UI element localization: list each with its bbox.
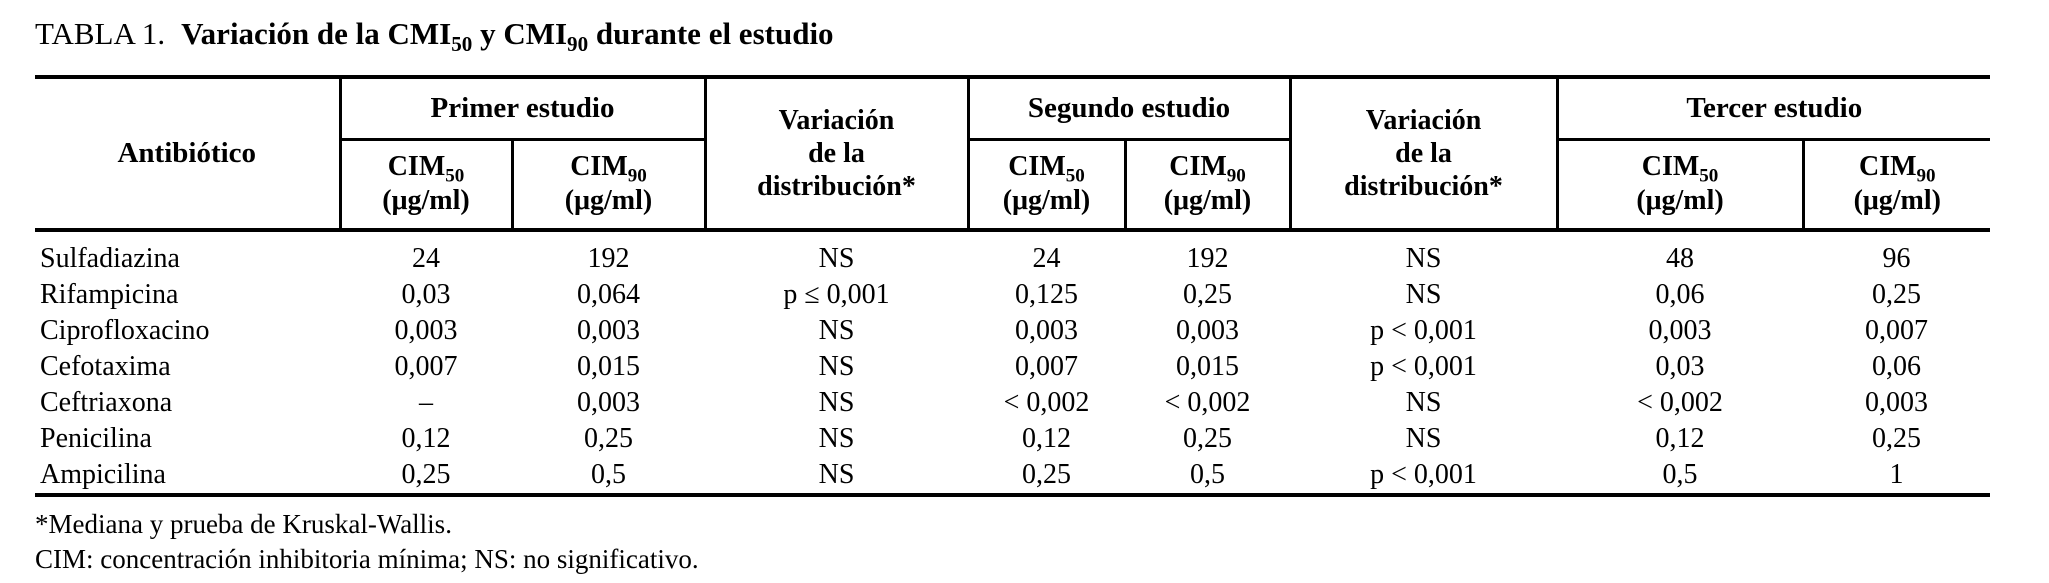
antibiotic-name: Cefotaxima [40,351,171,382]
table-row: Cefotaxima 0,007 0,015 NS 0,007 0,015 p … [35,349,1990,385]
table-row: Rifampicina 0,03 0,064 p ≤ 0,001 0,125 0… [35,277,1990,313]
cell-tercer-cim50: 0,003 [1648,315,1712,346]
cell-tercer-cim50: 48 [1666,243,1695,274]
cell-segundo-cim90: 0,5 [1190,459,1225,490]
cell-primer-cim50: 0,003 [394,315,458,346]
group-header-primer-estudio: Primer estudio [340,77,705,141]
col-header-segundo-cim90: CIM90 (μg/ml) [1125,139,1291,232]
table-title: TABLA 1. Variación de la CMI50 y CMI90 du… [35,16,834,57]
cell-variacion-2: p < 0,001 [1370,315,1477,346]
table-row: Ampicilina 0,25 0,5 NS 0,25 0,5 p < 0,00… [35,457,1990,495]
antibiotic-name: Ceftriaxona [40,387,173,418]
cell-primer-cim90: 0,064 [577,279,640,310]
cell-primer-cim50: 24 [412,243,440,274]
cell-tercer-cim90: 1 [1889,459,1904,490]
cell-tercer-cim50: 0,12 [1655,423,1705,454]
cell-variacion-2: p < 0,001 [1370,459,1477,490]
variacion-label: Variación de la distribución* [757,105,916,202]
antibiotic-name: Ciprofloxacino [40,315,210,346]
cell-segundo-cim50: 0,007 [1015,351,1078,382]
cell-primer-cim50: 0,12 [401,423,451,454]
header-row-subcolumns: CIM50 (μg/ml) CIM90 (μg/ml) CIM50 (μg/ml) C… [35,139,1991,232]
footnote-abbreviations: CIM: concentración inhibitoria mínima; N… [35,544,699,574]
cell-tercer-cim90: 0,25 [1872,279,1922,310]
cell-segundo-cim90: 0,25 [1183,279,1232,310]
cell-tercer-cim90: 0,25 [1872,423,1922,454]
table-caption: Variación de la CMI50 y CMI90 durante el… [181,16,834,57]
table-row: Ceftriaxona – 0,003 NS < 0,002 < 0,002 N… [35,385,1990,421]
cell-variacion-2: NS [1405,243,1442,274]
cell-variacion-1: NS [818,423,855,454]
col-header-primer-cim50: CIM50 (μg/ml) [340,139,514,232]
cell-segundo-cim90: 192 [1186,243,1229,274]
cell-primer-cim90: 0,003 [577,315,640,346]
cell-tercer-cim50: 0,03 [1655,351,1705,382]
group-header-segundo-estudio: Segundo estudio [968,77,1291,141]
cell-tercer-cim50: < 0,002 [1637,387,1723,418]
col-header-segundo-cim50: CIM50 (μg/ml) [968,139,1127,232]
col-header-primer-cim90: CIM90 (μg/ml) [512,139,705,232]
cell-primer-cim90: 0,003 [577,387,640,418]
cell-segundo-cim50: < 0,002 [1003,387,1090,418]
cell-variacion-1: NS [818,387,855,418]
cell-segundo-cim90: 0,015 [1176,351,1239,382]
cell-segundo-cim90: 0,003 [1176,315,1239,346]
cell-primer-cim90: 0,25 [584,423,633,454]
cell-tercer-cim90: 0,003 [1865,387,1929,418]
header-row-groups: Antibiótico Primer estudio Variación de … [35,77,1991,232]
cell-primer-cim50: – [419,387,433,418]
cell-segundo-cim50: 24 [1032,243,1061,274]
cell-primer-cim50: 0,03 [401,279,451,310]
cell-primer-cim50: 0,25 [401,459,451,490]
cell-variacion-2: p < 0,001 [1370,351,1477,382]
antibiotic-name: Ampicilina [40,459,166,490]
cmi-variation-table: Antibiótico Primer estudio Variación de … [35,75,1991,497]
cell-primer-cim50: 0,007 [394,351,458,382]
col-header-variacion-1: Variación de la distribución* [703,77,970,232]
table-number-label: TABLA 1. [35,16,166,51]
table-row: Ciprofloxacino 0,003 0,003 NS 0,003 0,00… [35,313,1990,349]
cell-variacion-1: NS [818,459,855,490]
col-header-antibiotico: Antibiótico [35,77,342,232]
cell-variacion-2: NS [1405,279,1442,310]
antibiotic-name: Sulfadiazina [40,243,180,274]
table-row: Penicilina 0,12 0,25 NS 0,12 0,25 NS 0,1… [35,421,1990,457]
footnote-kruskal-wallis: *Mediana y prueba de Kruskal-Wallis. [35,509,452,539]
cell-variacion-1: NS [818,351,855,382]
antibiotic-name: Rifampicina [40,279,179,310]
cell-tercer-cim90: 96 [1882,243,1911,274]
cell-segundo-cim50: 0,12 [1022,423,1071,454]
cell-variacion-1: NS [818,315,855,346]
antibiotic-name: Penicilina [40,423,152,454]
cell-primer-cim90: 0,5 [591,459,626,490]
variacion-label: Variación de la distribución* [1344,105,1503,202]
col-header-tercer-cim50: CIM50 (μg/ml) [1557,139,1805,232]
cell-primer-cim90: 0,015 [577,351,640,382]
group-header-tercer-estudio: Tercer estudio [1557,77,1991,141]
cell-primer-cim90: 192 [587,243,630,274]
cell-variacion-2: NS [1405,387,1442,418]
col-header-variacion-2: Variación de la distribución* [1288,77,1559,232]
table-footnotes: *Mediana y prueba de Kruskal-Wallis. CIM… [35,507,699,577]
cell-tercer-cim90: 0,06 [1872,351,1922,382]
cell-segundo-cim90: 0,25 [1183,423,1232,454]
cell-segundo-cim90: < 0,002 [1164,387,1251,418]
table-row: Sulfadiazina 24 192 NS 24 192 NS 48 96 [35,230,1990,277]
cell-variacion-2: NS [1405,423,1442,454]
cell-segundo-cim50: 0,003 [1015,315,1078,346]
cell-segundo-cim50: 0,25 [1022,459,1071,490]
col-header-tercer-cim90: CIM90 (μg/ml) [1803,139,1991,232]
cell-tercer-cim50: 0,06 [1655,279,1705,310]
cell-variacion-1: NS [818,243,855,274]
cell-segundo-cim50: 0,125 [1015,279,1078,310]
cell-tercer-cim90: 0,007 [1865,315,1929,346]
cell-variacion-1: p ≤ 0,001 [783,279,890,310]
cell-tercer-cim50: 0,5 [1662,459,1698,490]
